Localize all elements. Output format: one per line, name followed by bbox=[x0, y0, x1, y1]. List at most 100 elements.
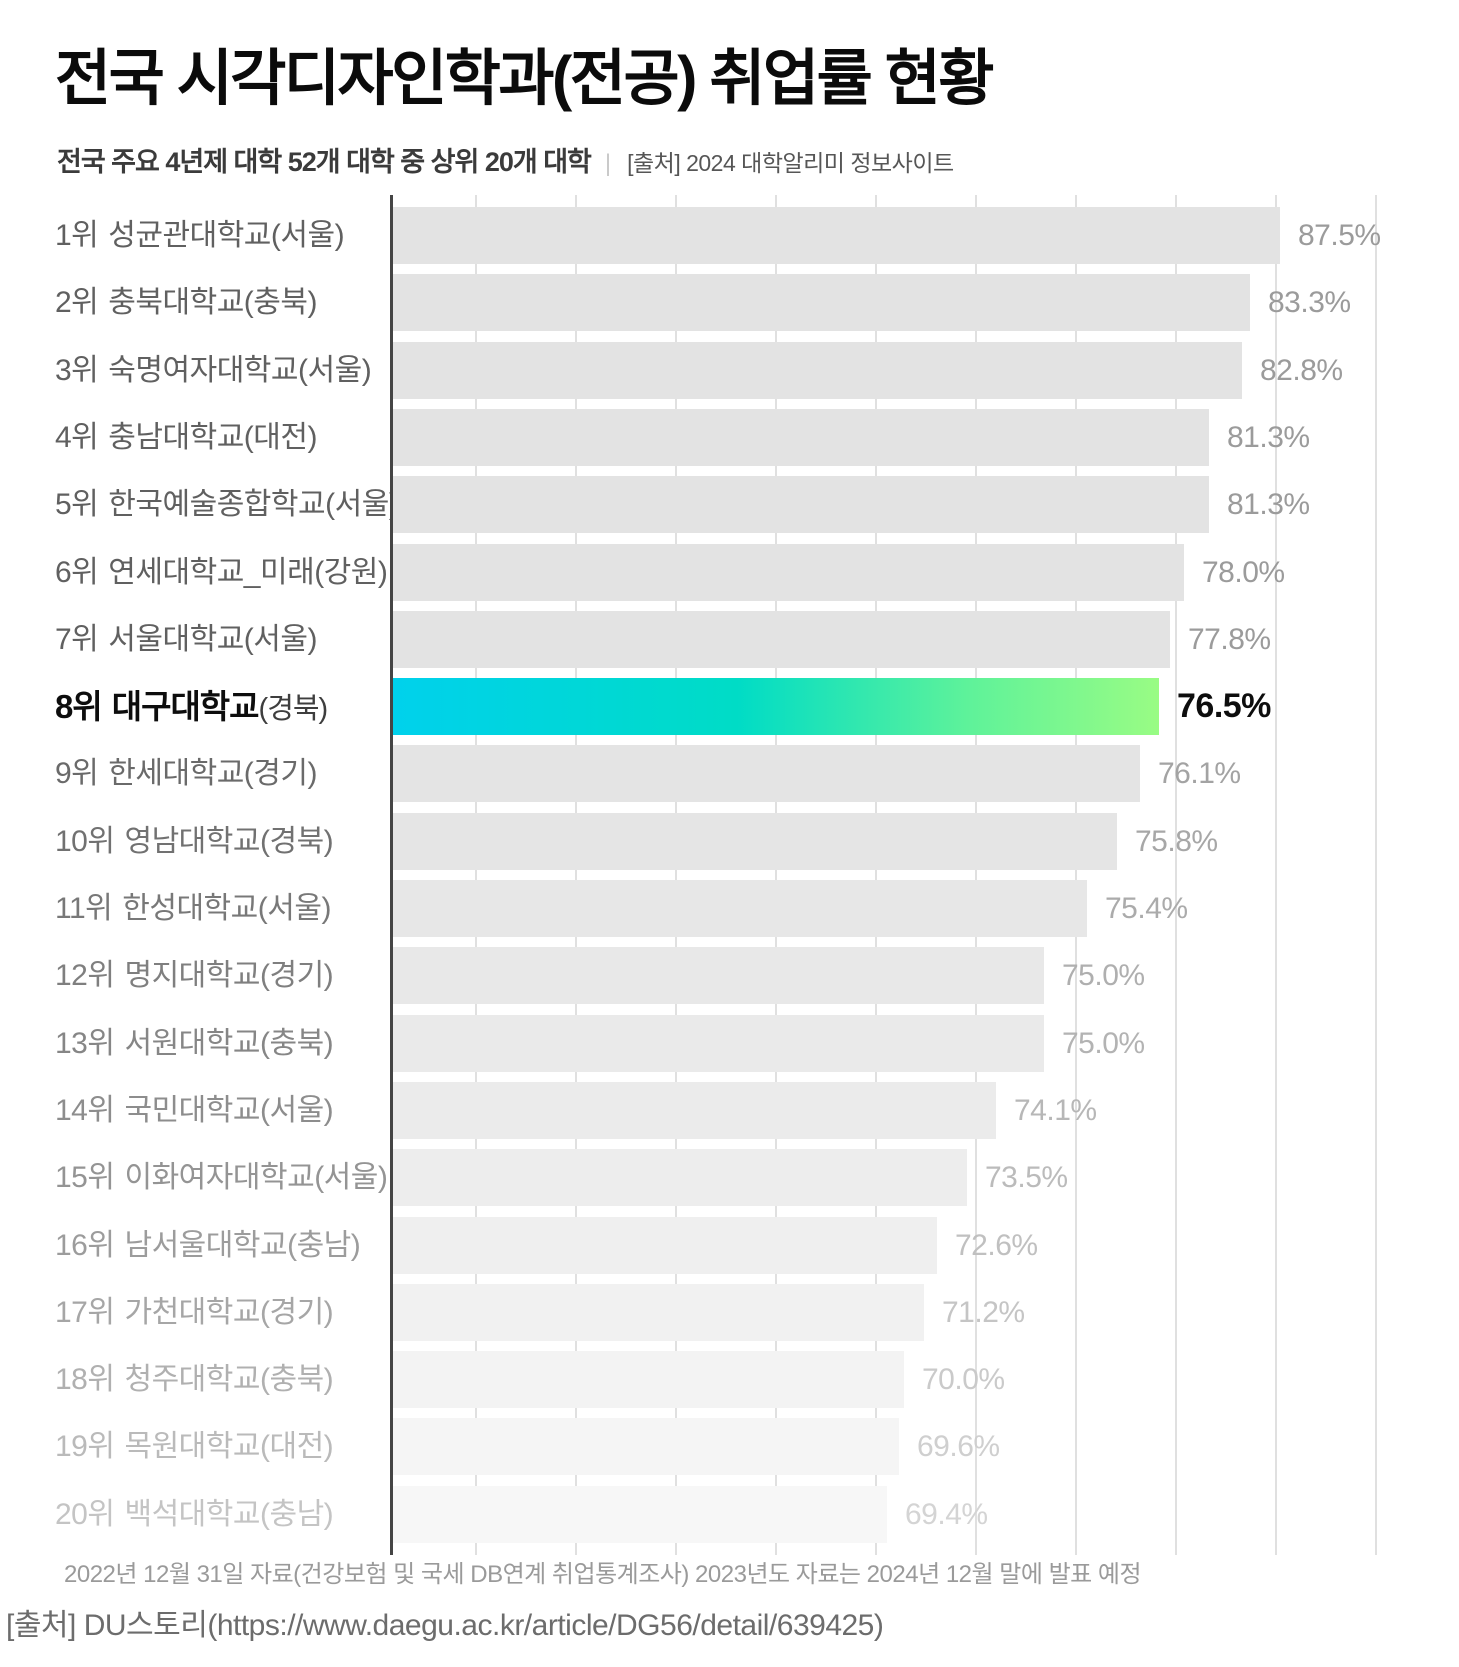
value-label: 70.0% bbox=[922, 1363, 1005, 1396]
bar bbox=[392, 1418, 899, 1475]
gridline bbox=[1275, 195, 1277, 1555]
bar bbox=[392, 1015, 1044, 1072]
gridline bbox=[1075, 195, 1077, 1555]
row-region: (서울) bbox=[243, 623, 318, 656]
row-region: (대전) bbox=[259, 1430, 334, 1463]
bar bbox=[392, 1082, 996, 1139]
chart-row: 7위 서울대학교(서울) 77.8% bbox=[0, 611, 1459, 668]
row-region: (충북) bbox=[259, 1027, 334, 1060]
row-university-name: 남서울대학교 bbox=[124, 1229, 288, 1262]
value-label: 76.5% bbox=[1177, 687, 1271, 725]
row-region: (강원) bbox=[314, 556, 388, 589]
y-axis-line bbox=[390, 195, 393, 1555]
gridline bbox=[975, 195, 977, 1555]
row-region: (서울) bbox=[259, 1094, 334, 1127]
row-rank: 8위 bbox=[55, 688, 103, 725]
bar bbox=[392, 544, 1184, 601]
row-region: (경기) bbox=[259, 959, 334, 992]
value-label: 74.1% bbox=[1014, 1094, 1097, 1127]
value-label: 69.6% bbox=[917, 1430, 1000, 1463]
value-label: 75.4% bbox=[1105, 892, 1188, 925]
row-region: (경북) bbox=[258, 693, 329, 725]
row-region: (경기) bbox=[243, 757, 318, 790]
row-rank: 2위 bbox=[55, 286, 99, 319]
chart-row: 10위 영남대학교(경북) 75.8% bbox=[0, 813, 1459, 870]
bar bbox=[392, 1149, 967, 1206]
row-label: 11위 한성대학교(서울) bbox=[55, 880, 331, 937]
row-university-name: 목원대학교 bbox=[124, 1430, 260, 1463]
row-label: 8위 대구대학교(경북) bbox=[55, 678, 329, 735]
bar bbox=[392, 1217, 937, 1274]
row-university-name: 백석대학교 bbox=[124, 1498, 260, 1531]
chart-row: 19위 목원대학교(대전) 69.6% bbox=[0, 1418, 1459, 1475]
row-rank: 5위 bbox=[55, 488, 99, 521]
bar bbox=[392, 342, 1242, 399]
bar bbox=[392, 409, 1209, 466]
footnote: 2022년 12월 31일 자료(건강보험 및 국세 DB연계 취업통계조사) … bbox=[64, 1561, 1142, 1588]
row-rank: 10위 bbox=[55, 825, 115, 858]
row-university-name: 서원대학교 bbox=[124, 1027, 260, 1060]
row-region: (서울) bbox=[270, 219, 345, 252]
row-label: 6위 연세대학교_미래(강원) bbox=[55, 544, 388, 601]
value-label: 83.3% bbox=[1268, 286, 1351, 319]
row-rank: 13위 bbox=[55, 1027, 115, 1060]
chart-row: 3위 숙명여자대학교(서울) 82.8% bbox=[0, 342, 1459, 399]
row-label: 19위 목원대학교(대전) bbox=[55, 1418, 334, 1475]
chart-row: 9위 한세대학교(경기) 76.1% bbox=[0, 745, 1459, 802]
row-label: 1위 성균관대학교(서울) bbox=[55, 207, 345, 264]
chart-row: 16위 남서울대학교(충남) 72.6% bbox=[0, 1217, 1459, 1274]
row-university-name: 충북대학교 bbox=[108, 286, 244, 319]
value-label: 72.6% bbox=[955, 1229, 1038, 1262]
gridline bbox=[1375, 195, 1377, 1555]
chart-row: 2위 충북대학교(충북) 83.3% bbox=[0, 274, 1459, 331]
row-label: 18위 청주대학교(충북) bbox=[55, 1351, 334, 1408]
row-label: 17위 가천대학교(경기) bbox=[55, 1284, 334, 1341]
page-title: 전국 시각디자인학과(전공) 취업률 현황 bbox=[55, 44, 994, 112]
chart-row: 14위 국민대학교(서울) 74.1% bbox=[0, 1082, 1459, 1139]
bar bbox=[392, 880, 1087, 937]
row-rank: 17위 bbox=[55, 1296, 115, 1329]
row-region: (서울) bbox=[314, 1161, 388, 1194]
chart-row: 20위 백석대학교(충남) 69.4% bbox=[0, 1486, 1459, 1543]
row-rank: 18위 bbox=[55, 1363, 115, 1396]
row-rank: 11위 bbox=[55, 892, 113, 925]
value-label: 78.0% bbox=[1202, 556, 1285, 589]
row-rank: 3위 bbox=[55, 354, 99, 387]
bar bbox=[392, 274, 1250, 331]
row-university-name: 국민대학교 bbox=[124, 1094, 260, 1127]
row-region: (충남) bbox=[259, 1498, 334, 1531]
row-rank: 4위 bbox=[55, 421, 99, 454]
value-label: 76.1% bbox=[1158, 757, 1241, 790]
bar bbox=[392, 813, 1117, 870]
row-university-name: 명지대학교 bbox=[124, 959, 260, 992]
bar bbox=[392, 611, 1170, 668]
row-label: 10위 영남대학교(경북) bbox=[55, 813, 334, 870]
row-label: 12위 명지대학교(경기) bbox=[55, 947, 334, 1004]
row-university-name: 연세대학교_미래 bbox=[108, 556, 315, 589]
row-rank: 14위 bbox=[55, 1094, 115, 1127]
row-university-name: 숙명여자대학교 bbox=[108, 354, 298, 387]
value-label: 87.5% bbox=[1298, 219, 1381, 252]
row-rank: 20위 bbox=[55, 1498, 115, 1531]
row-region: (서울) bbox=[257, 892, 332, 925]
chart-row: 15위 이화여자대학교(서울) 73.5% bbox=[0, 1149, 1459, 1206]
row-university-name: 청주대학교 bbox=[124, 1363, 260, 1396]
row-rank: 16위 bbox=[55, 1229, 115, 1262]
row-rank: 19위 bbox=[55, 1430, 115, 1463]
row-rank: 15위 bbox=[55, 1161, 115, 1194]
row-rank: 9위 bbox=[55, 757, 99, 790]
value-label: 75.8% bbox=[1135, 825, 1218, 858]
row-label: 2위 충북대학교(충북) bbox=[55, 274, 317, 331]
gridline bbox=[575, 195, 577, 1555]
gridline bbox=[675, 195, 677, 1555]
row-region: (충북) bbox=[259, 1363, 334, 1396]
chart-row: 6위 연세대학교_미래(강원) 78.0% bbox=[0, 544, 1459, 601]
row-region: (충남) bbox=[287, 1229, 361, 1262]
row-region: (경북) bbox=[259, 825, 334, 858]
row-region: (대전) bbox=[243, 421, 318, 454]
value-label: 69.4% bbox=[905, 1498, 988, 1531]
row-rank: 12위 bbox=[55, 959, 115, 992]
chart-row: 11위 한성대학교(서울) 75.4% bbox=[0, 880, 1459, 937]
gridline bbox=[1175, 195, 1177, 1555]
